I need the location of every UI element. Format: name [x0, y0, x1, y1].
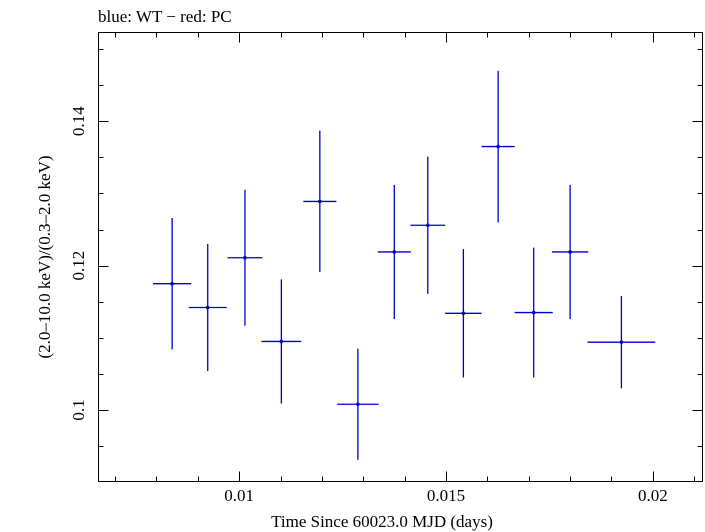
point-marker	[426, 223, 430, 228]
data-point	[188, 244, 227, 372]
point-marker	[619, 340, 624, 344]
data-point	[445, 249, 482, 378]
data-point	[551, 184, 589, 320]
point-marker	[568, 250, 572, 254]
point-marker	[496, 144, 500, 149]
y-tick-label: 0.14	[69, 106, 88, 136]
x-tick-label: 0.015	[427, 486, 465, 505]
axis-ticks	[98, 32, 703, 482]
data-point	[303, 130, 337, 273]
data-point	[377, 184, 411, 320]
point-marker	[356, 402, 360, 407]
point-marker	[279, 339, 284, 344]
y-tick-label: 0.1	[69, 399, 88, 420]
data-point	[261, 279, 302, 404]
point-marker	[170, 281, 174, 286]
point-marker	[461, 311, 466, 316]
axis-tick-labels: 0.01 0.015 0.02 0.1 0.12 0.14	[69, 106, 668, 505]
point-marker	[531, 310, 536, 315]
x-tick-label: 0.01	[224, 486, 254, 505]
data-point	[514, 247, 553, 378]
data-point	[153, 218, 192, 350]
y-axis-label: (2.0–10.0 keV)/(0.3–2.0 keV)	[35, 155, 54, 358]
data-point	[410, 156, 446, 294]
chart-title: blue: WT − red: PC	[98, 7, 232, 26]
point-marker	[392, 250, 397, 254]
data-point	[227, 189, 263, 326]
point-marker	[205, 305, 210, 310]
x-axis-label: Time Since 60023.0 MJD (days)	[271, 512, 493, 531]
point-marker	[318, 199, 322, 204]
data-point	[587, 295, 656, 389]
y-tick-label: 0.12	[69, 251, 88, 281]
point-marker	[243, 255, 247, 260]
data-point	[481, 70, 515, 223]
plot-frame	[98, 32, 703, 482]
data-points	[153, 70, 656, 460]
x-tick-label: 0.02	[638, 486, 668, 505]
data-point	[337, 348, 379, 460]
